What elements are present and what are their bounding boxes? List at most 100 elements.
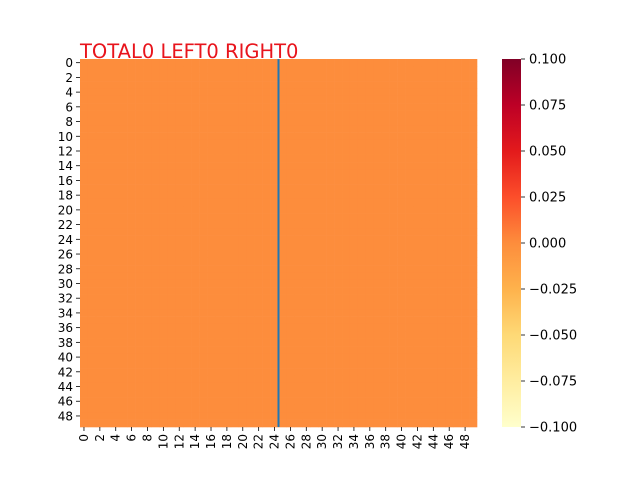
heatmap-cell: [461, 331, 470, 339]
heatmap-cell: [278, 125, 287, 133]
heatmap-cell: [469, 103, 478, 111]
heatmap-cell: [461, 169, 470, 178]
heatmap-cell: [119, 279, 128, 288]
heatmap-cell: [453, 125, 462, 133]
heatmap-cell: [413, 176, 422, 185]
heatmap-cell: [421, 191, 430, 200]
heatmap-cell: [207, 125, 216, 133]
heatmap-cell: [191, 154, 200, 163]
heatmap-cell: [127, 360, 136, 369]
heatmap-cell: [318, 368, 327, 376]
heatmap-cell: [127, 169, 136, 178]
heatmap-cell: [294, 206, 303, 214]
heatmap-cell: [127, 154, 136, 163]
heatmap-cell: [119, 220, 128, 229]
heatmap-cell: [381, 419, 390, 428]
heatmap-cell: [334, 117, 343, 126]
heatmap-cell: [469, 382, 478, 391]
heatmap-cell: [111, 338, 120, 347]
heatmap-cell: [365, 213, 375, 222]
heatmap-cell: [469, 375, 478, 384]
heatmap-cell: [469, 147, 478, 155]
heatmap-cell: [302, 294, 311, 303]
heatmap-cell: [127, 176, 136, 185]
heatmap-cell: [230, 294, 240, 303]
heatmap-cell: [207, 243, 216, 251]
heatmap-cell: [103, 257, 113, 266]
heatmap-cell: [80, 338, 89, 347]
heatmap-cell: [111, 147, 120, 155]
heatmap-cell: [119, 191, 128, 200]
heatmap-cell: [278, 323, 287, 332]
heatmap-cell: [199, 331, 208, 339]
heatmap-cell: [381, 95, 390, 104]
heatmap-cell: [262, 198, 271, 207]
heatmap-cell: [207, 316, 216, 325]
heatmap-cell: [413, 235, 422, 244]
heatmap-cell: [270, 220, 279, 229]
heatmap-cell: [175, 257, 184, 266]
heatmap-cell: [230, 316, 240, 325]
heatmap-cell: [254, 301, 263, 310]
heatmap-cell: [143, 66, 152, 75]
heatmap-cell: [199, 375, 208, 384]
heatmap-cell: [222, 213, 232, 222]
heatmap-cell: [214, 368, 224, 376]
heatmap-cell: [191, 272, 200, 281]
heatmap-cell: [389, 191, 398, 200]
heatmap-cell: [183, 162, 192, 170]
heatmap-cell: [262, 88, 271, 97]
heatmap-cell: [310, 250, 319, 259]
heatmap-cell: [159, 287, 168, 295]
heatmap-cell: [111, 81, 120, 89]
heatmap-cell: [310, 66, 319, 75]
y-tick-label: 38: [58, 336, 73, 350]
heatmap-cell: [87, 184, 97, 192]
heatmap-cell: [421, 88, 430, 97]
heatmap-cell: [278, 257, 287, 266]
heatmap-cell: [413, 301, 422, 310]
heatmap-cell: [357, 382, 367, 391]
heatmap-cell: [207, 228, 216, 236]
heatmap-cell: [191, 191, 200, 200]
heatmap-cell: [119, 66, 128, 75]
heatmap-cell: [127, 346, 136, 354]
heatmap-cell: [167, 412, 176, 420]
heatmap-cell: [159, 390, 168, 398]
heatmap-cell: [167, 206, 176, 214]
heatmap-cell: [254, 162, 263, 170]
heatmap-cell: [437, 206, 446, 214]
heatmap-cell: [87, 243, 97, 251]
heatmap-cell: [373, 125, 383, 133]
heatmap-cell: [167, 66, 176, 75]
heatmap-cell: [342, 397, 351, 406]
heatmap-cell: [365, 250, 375, 259]
heatmap-cell: [397, 323, 406, 332]
heatmap-cell: [318, 132, 327, 141]
x-tick-label: 40: [395, 434, 409, 449]
heatmap-cell: [421, 228, 430, 236]
heatmap-cell: [95, 162, 105, 170]
x-tick-label: 34: [347, 434, 361, 449]
heatmap-cell: [207, 309, 216, 317]
heatmap-cell: [262, 360, 271, 369]
x-tick-label: 44: [426, 434, 440, 449]
heatmap-cell: [254, 59, 263, 67]
heatmap-cell: [119, 176, 128, 185]
heatmap-cell: [207, 198, 216, 207]
heatmap-cell: [175, 169, 184, 178]
heatmap-cell: [310, 59, 319, 67]
heatmap-cell: [421, 117, 430, 126]
y-tick-label: 36: [58, 321, 73, 335]
heatmap-cell: [389, 353, 398, 362]
heatmap-cell: [238, 213, 248, 222]
heatmap-cell: [278, 368, 287, 376]
heatmap-cell: [278, 103, 287, 111]
heatmap-cell: [357, 110, 367, 119]
heatmap-cell: [222, 257, 232, 266]
heatmap-cell: [175, 154, 184, 163]
heatmap-cell: [103, 147, 113, 155]
heatmap-cell: [445, 368, 454, 376]
heatmap-cell: [373, 309, 383, 317]
heatmap-cell: [270, 279, 279, 288]
